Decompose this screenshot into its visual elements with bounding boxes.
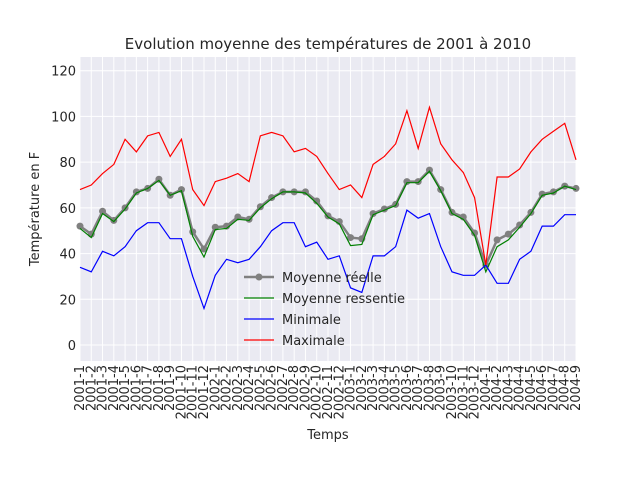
legend-label: Maximale — [282, 334, 345, 349]
x-tick-label: 2001-8 — [152, 365, 167, 411]
data-point — [223, 222, 231, 230]
data-point — [369, 210, 377, 218]
x-tick-label: 2002-7 — [276, 365, 291, 411]
data-point — [504, 230, 512, 238]
y-tick-label: 0 — [68, 339, 76, 354]
x-tick-label: 2002-10 — [310, 365, 325, 419]
x-tick-label: 2004-7 — [546, 365, 561, 411]
x-tick-label: 2003-4 — [377, 365, 392, 411]
legend: Moyenne réelle Moyenne ressentie Minimale M… — [244, 271, 405, 349]
x-tick-label: 2004-8 — [558, 365, 573, 411]
x-tick-label: 2001-2 — [84, 365, 99, 411]
x-tick-label: 2001-11 — [186, 365, 201, 419]
data-point — [132, 188, 140, 196]
data-point — [200, 245, 208, 253]
data-point — [516, 221, 524, 229]
x-tick-label: 2004-9 — [569, 365, 584, 411]
y-tick-label: 100 — [51, 110, 76, 125]
x-tick-label: 2002-12 — [332, 365, 347, 419]
x-tick-label: 2001-10 — [174, 365, 189, 419]
data-point — [256, 203, 264, 211]
x-tick-label: 2002-5 — [253, 365, 268, 411]
x-tick-label: 2002-8 — [287, 365, 302, 411]
x-tick-label: 2002-11 — [321, 365, 336, 419]
x-tick-label: 2003-12 — [468, 365, 483, 419]
data-point — [268, 194, 276, 202]
data-point — [347, 234, 355, 242]
x-tick-label: 2003-5 — [389, 365, 404, 411]
y-tick-label: 120 — [51, 65, 76, 80]
chart-title: Evolution moyenne des températures de 20… — [125, 35, 531, 53]
y-tick-label: 80 — [59, 156, 76, 171]
x-tick-label: 2001-3 — [96, 365, 111, 411]
x-tick-label: 2001-4 — [107, 365, 122, 411]
legend-label: Moyenne ressentie — [282, 292, 405, 307]
data-point — [234, 213, 242, 221]
y-tick-label: 60 — [59, 202, 76, 217]
x-axis-label: Temps — [306, 428, 349, 443]
x-tick-label: 2003-9 — [434, 365, 449, 411]
x-tick-label: 2001-9 — [163, 365, 178, 411]
x-tick-label: 2003-8 — [422, 365, 437, 411]
x-tick-label: 2003-2 — [355, 365, 370, 411]
data-point — [414, 178, 422, 186]
y-tick-labels: 0 20 40 60 80 100 120 — [51, 65, 76, 354]
series-line-moyenne-ressentie — [79, 170, 577, 274]
data-point — [301, 188, 309, 196]
x-tick-label: 2003-6 — [400, 365, 415, 411]
x-tick-label: 2004-5 — [524, 365, 539, 411]
x-tick-label: 2002-1 — [208, 365, 223, 411]
data-point — [538, 190, 546, 198]
x-tick-label: 2001-1 — [73, 365, 88, 411]
x-tick-labels: 2001-12001-22001-32001-42001-52001-62001… — [73, 365, 584, 419]
x-tick-label: 2001-6 — [129, 365, 144, 411]
series-lines — [76, 105, 580, 311]
x-tick-label: 2003-10 — [445, 365, 460, 419]
x-tick-label: 2004-3 — [501, 365, 516, 411]
x-tick-label: 2001-5 — [118, 365, 133, 411]
series-line-minimale — [79, 209, 576, 311]
data-point — [76, 222, 84, 230]
y-axis-label: Température en F — [28, 152, 43, 267]
x-tick-label: 2003-1 — [344, 365, 359, 411]
legend-marker — [255, 273, 263, 281]
data-point — [245, 215, 253, 223]
data-point — [99, 207, 107, 215]
data-point — [425, 166, 433, 174]
x-tick-label: 2002-6 — [265, 365, 280, 411]
x-tick-label: 2002-2 — [220, 365, 235, 411]
x-tick-label: 2003-7 — [411, 365, 426, 411]
x-tick-label: 2002-3 — [231, 365, 246, 411]
x-tick-label: 2003-11 — [456, 365, 471, 419]
x-tick-label: 2001-12 — [197, 365, 212, 419]
data-point — [493, 236, 501, 244]
data-point — [110, 216, 118, 224]
x-tick-label: 2002-9 — [298, 365, 313, 411]
x-tick-label: 2004-2 — [490, 365, 505, 411]
x-tick-label: 2004-1 — [479, 365, 494, 411]
data-point — [572, 184, 580, 192]
series-line-maximale — [79, 105, 577, 266]
y-tick-label: 20 — [59, 293, 76, 308]
x-tick-label: 2004-4 — [513, 365, 528, 411]
x-tick-label: 2004-6 — [535, 365, 550, 411]
x-tick-label: 2001-7 — [141, 365, 156, 411]
legend-label: Minimale — [282, 313, 341, 328]
legend-label: Moyenne réelle — [282, 271, 382, 286]
data-point — [313, 197, 321, 205]
x-tick-label: 2002-4 — [242, 365, 257, 411]
y-tick-label: 40 — [59, 248, 76, 263]
data-point — [403, 178, 411, 186]
data-point — [471, 229, 479, 237]
x-tick-label: 2003-3 — [366, 365, 381, 411]
